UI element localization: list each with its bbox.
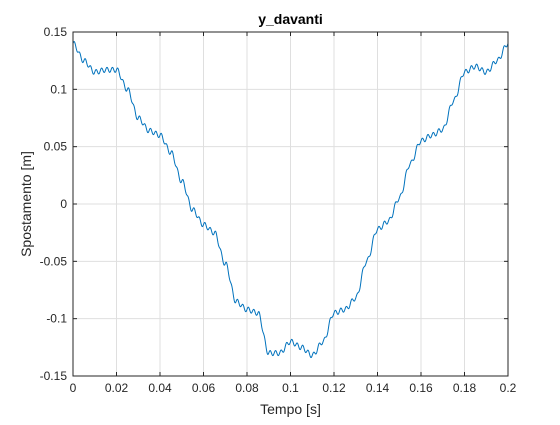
y-tick-label: -0.1 [46, 312, 67, 326]
x-tick-label: 0.08 [235, 381, 259, 395]
ticks: 0 0.02 0.04 0.06 0.08 0.1 0.12 0.14 0.16 0.18 0.2 0… [40, 25, 517, 395]
x-tick-label: 0.04 [148, 381, 172, 395]
y-tick-label: 0.05 [44, 140, 68, 154]
y-tick-label: -0.15 [40, 369, 68, 383]
y-tick-label: -0.05 [40, 254, 68, 268]
x-tick-label: 0 [70, 381, 77, 395]
x-tick-label: 0.14 [366, 381, 390, 395]
chart-title: y_davanti [258, 11, 323, 27]
x-tick-label: 0.2 [500, 381, 517, 395]
x-tick-label: 0.02 [105, 381, 129, 395]
series-layer [72, 41, 509, 359]
x-tick-label: 0.12 [322, 381, 346, 395]
x-tick-label: 0.1 [282, 381, 299, 395]
x-tick-label: 0.18 [453, 381, 477, 395]
y-tick-label: 0 [60, 197, 67, 211]
y-axis-label: Spostamento [m] [18, 151, 34, 257]
y-tick-label: 0.15 [44, 25, 68, 39]
x-tick-label: 0.16 [409, 381, 433, 395]
x-tick-label: 0.06 [192, 381, 216, 395]
x-axis-label: Tempo [s] [260, 401, 321, 417]
series-line [72, 41, 509, 359]
y-tick-label: 0.1 [50, 82, 67, 96]
